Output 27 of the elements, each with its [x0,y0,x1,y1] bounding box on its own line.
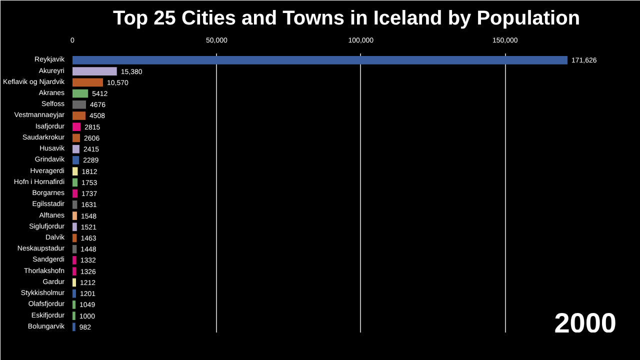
bar [72,289,76,298]
bar [72,89,88,98]
bar [72,78,103,87]
bar [72,56,568,64]
bar [72,322,76,332]
bar [72,312,76,320]
bar [72,234,77,242]
bar [72,100,86,109]
bar [72,122,81,132]
bar [72,222,77,232]
bar [72,212,77,220]
bar [72,144,80,154]
bar [72,67,117,76]
bar [72,256,76,264]
bar [72,278,76,287]
annotation: 2000 [554,308,617,338]
bar [72,189,78,198]
bar [72,167,78,176]
bar [72,156,80,164]
bar [72,244,77,254]
bar [72,134,80,142]
bar [72,178,78,187]
bar [72,267,76,276]
bar [72,112,86,120]
chart-title: Top 25 Cities and Towns in Iceland by Population [112,8,580,30]
bar [72,300,76,309]
bar [72,200,78,209]
